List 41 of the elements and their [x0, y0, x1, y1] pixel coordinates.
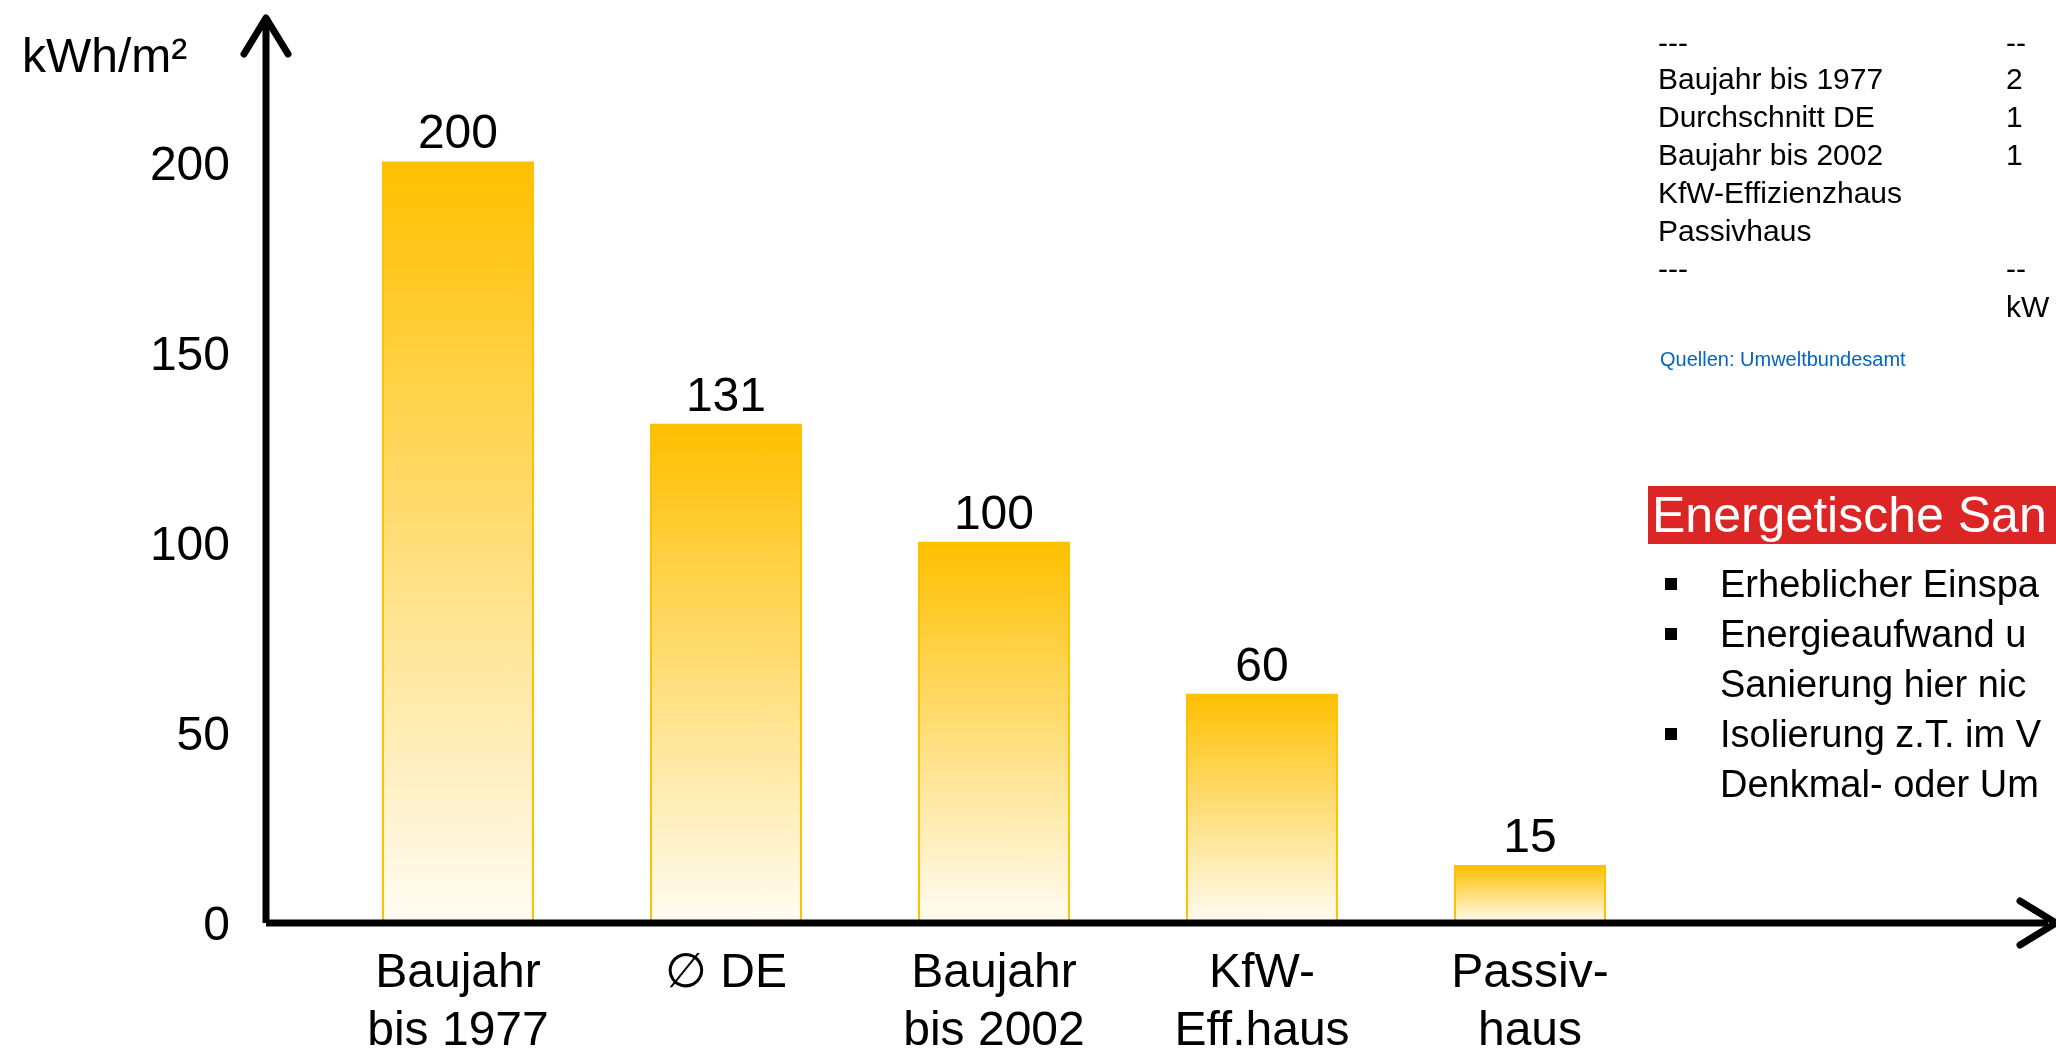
annotation: Baujahr bis 2002: [1658, 138, 1884, 172]
y-tick-label: 100: [149, 516, 230, 570]
annotation: Energetische San: [1648, 486, 2056, 544]
annotation: KfW-Effizienzhaus: [1658, 176, 1902, 210]
data-label: 131: [685, 367, 767, 421]
text: --: [2006, 26, 2026, 60]
x-tick-label: Passiv- haus: [1451, 944, 1609, 1051]
annotation: Durchschnitt DE: [1658, 100, 1875, 134]
text: kW: [2006, 290, 2050, 324]
data-label: 100: [953, 485, 1035, 539]
x-tick-label: KfW- Eff.haus: [1174, 944, 1350, 1051]
text: 1: [2006, 138, 2023, 172]
x-tick-label: ∅ DE: [664, 944, 788, 997]
x-tick-label: Baujahr bis 1977: [367, 944, 549, 1051]
y-tick-label: 0: [203, 897, 230, 951]
data-label: 15: [1503, 808, 1557, 862]
x-tick-label: Baujahr bis 2002: [903, 944, 1085, 1051]
text: 2: [2006, 62, 2023, 96]
annotation: Passivhaus: [1658, 214, 1812, 248]
data-label: 60: [1235, 637, 1289, 691]
annotation: Quellen: Umweltbundesamt: [1660, 348, 1906, 371]
text: Erheblicher Einspa: [1720, 563, 2039, 606]
text: --: [2006, 252, 2026, 286]
text: Denkmal- oder Um: [1720, 763, 2039, 806]
y-axis-title: kWh/m²: [22, 28, 188, 83]
bar: [917, 541, 1070, 923]
bar: [381, 161, 534, 923]
bar: [649, 423, 802, 923]
data-label: 200: [417, 105, 499, 159]
bar: [1453, 864, 1606, 923]
text: 1: [2006, 100, 2023, 134]
text: Energieaufwand u: [1720, 613, 2027, 656]
y-tick-label: 150: [149, 326, 230, 380]
annotation: ---: [1658, 252, 1688, 286]
y-tick-label: 50: [176, 706, 230, 760]
bar: [1185, 693, 1338, 923]
annotation: ---: [1658, 26, 1688, 60]
text: Isolierung z.T. im V: [1720, 713, 2041, 756]
annotation: Baujahr bis 1977: [1658, 62, 1884, 96]
y-tick-label: 200: [149, 136, 230, 190]
text: Sanierung hier nic: [1720, 663, 2027, 706]
